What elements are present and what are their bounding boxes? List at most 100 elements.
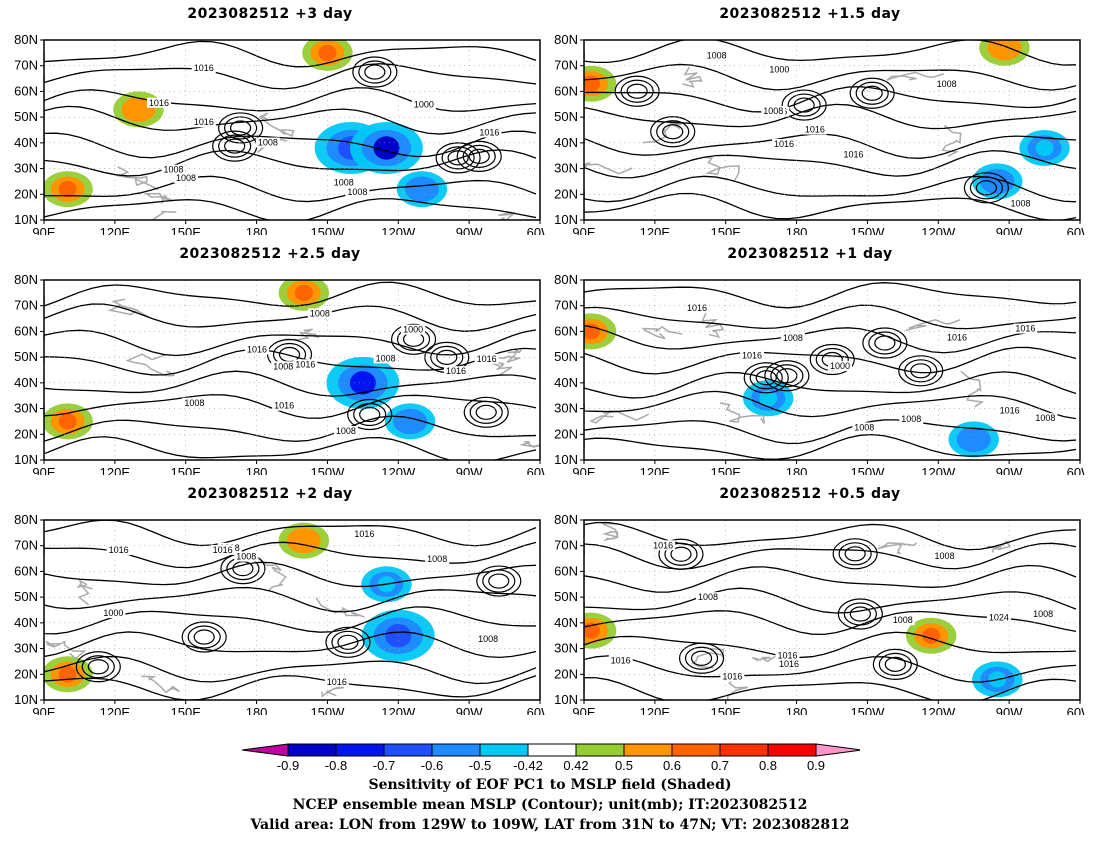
lon-tick-label: 150E (171, 465, 202, 475)
coastline (151, 210, 177, 220)
colorbar-segment (335, 743, 385, 757)
coastline (886, 71, 944, 81)
mslp-closed-contour (781, 89, 827, 121)
mslp-contour (44, 586, 537, 613)
contour-label: 1008 (258, 138, 278, 148)
lon-tick-label: 90E (572, 225, 595, 235)
lon-tick-label: 150W (850, 465, 885, 475)
contour-label: 1016 (779, 659, 799, 669)
lat-tick-label: 60N (554, 83, 578, 98)
mslp-contour (584, 655, 1077, 683)
contour-label: 1016 (722, 672, 742, 682)
lat-tick-label: 20N (554, 186, 578, 201)
mslp-closed-contour (181, 621, 227, 653)
panel-title: 2023082512 +1.5 day (719, 6, 901, 22)
contour-label: 1008 (698, 592, 718, 602)
colorbar-min-arrow (241, 743, 289, 757)
mslp-contour (584, 282, 1077, 309)
mslp-closed-contour (844, 546, 866, 562)
mslp-closed-contour (218, 134, 252, 158)
mslp-closed-contour (963, 172, 1010, 204)
contour-label-bg (255, 137, 280, 148)
sensitivity-region-peak (318, 44, 337, 61)
contour-label-bg (477, 127, 502, 138)
lon-tick-label: 180 (786, 705, 808, 715)
map-plot: 1008 1016 1008 1016 1000 1008 1016 1008 1016 1016… (554, 272, 1085, 475)
lon-tick-label: 180 (786, 465, 808, 475)
coastline (601, 522, 619, 542)
mslp-closed-contour (81, 655, 115, 679)
map-plot: 10081016100010081016101610081016100880N7… (554, 32, 1085, 235)
lat-tick-label: 40N (14, 375, 38, 390)
mslp-closed-contour (482, 569, 516, 593)
contour-label-bg (1013, 323, 1038, 334)
sensitivity-region-peak (58, 666, 77, 683)
lon-tick-label: 90E (32, 705, 55, 715)
contour-label-bg (720, 671, 745, 682)
sensitivity-region-peak (759, 390, 778, 407)
mslp-contour (584, 521, 1077, 551)
mslp-closed-contour (223, 116, 258, 140)
contour-label-bg (608, 655, 633, 666)
contour-label: 1008 (937, 79, 957, 89)
contour-label-bg (106, 545, 131, 556)
lon-tick-label: 120W (921, 465, 956, 475)
sensitivity-region-peak (412, 181, 431, 198)
lon-tick-label: 60W (1067, 465, 1085, 475)
mslp-contour (44, 394, 537, 419)
contour-label: 1016 (1000, 406, 1020, 416)
map-panel: 2023082512 +1 day 1008 1016 1008 1016 1000 100… (540, 240, 1085, 475)
mslp-contour (44, 655, 537, 685)
map-plot: 1008101610081016100810161016100810241016… (554, 512, 1085, 715)
contour-label-bg (293, 359, 318, 370)
mslp-closed-contour (469, 400, 503, 424)
contour-label-bg (740, 350, 765, 361)
mslp-closed-contour (626, 83, 648, 99)
lat-tick-label: 70N (14, 58, 38, 73)
coastline (941, 124, 962, 157)
panel-title: 2023082512 +1 day (727, 246, 893, 262)
lat-tick-label: 80N (14, 272, 38, 287)
sensitivity-region-peak (401, 413, 420, 430)
mslp-closed-contour (456, 140, 502, 172)
mslp-closed-contour (975, 180, 998, 196)
mslp-contour (44, 303, 537, 332)
lon-tick-label: 150E (711, 705, 742, 715)
contour-label: 1008 (1035, 413, 1055, 423)
contour-label: 1008 (854, 422, 874, 432)
contour-label-bg (271, 361, 296, 372)
contour-label-bg (234, 551, 259, 562)
mslp-closed-contour (364, 64, 386, 80)
colorbar-tick-label: 0.9 (807, 758, 825, 773)
mslp-contour (584, 419, 1077, 445)
map-frame (583, 519, 1081, 701)
mslp-closed-contour (837, 598, 883, 630)
mslp-contour (44, 130, 537, 159)
lon-tick-label: 90W (996, 465, 1023, 475)
coastline (141, 675, 180, 694)
lat-tick-label: 50N (14, 589, 38, 604)
mslp-closed-contour (358, 60, 392, 84)
colorbar-tick-label: 0.42 (563, 758, 588, 773)
contour-label-bg (191, 117, 216, 128)
mslp-closed-contour (670, 546, 692, 562)
contour-label: 1000 (103, 608, 123, 618)
contour-label-bg (997, 405, 1022, 416)
mslp-contour (584, 324, 1077, 354)
mslp-closed-contour (749, 366, 783, 390)
lat-tick-label: 20N (14, 666, 38, 681)
mslp-closed-contour (809, 343, 855, 376)
panel-title: 2023082512 +2 day (187, 486, 353, 502)
caption-line-3: Valid area: LON from 129W to 109W, LAT f… (250, 817, 850, 833)
contour-label: 1008 (236, 552, 256, 562)
lon-tick-label: 90E (572, 465, 595, 475)
coastline (960, 370, 985, 408)
lat-tick-label: 10N (14, 452, 38, 467)
lat-tick-label: 10N (554, 452, 578, 467)
coastline (496, 349, 522, 364)
mslp-contour (44, 87, 537, 112)
coastline (488, 356, 513, 376)
contour-label: 1008 (376, 353, 396, 363)
lat-tick-label: 30N (14, 161, 38, 176)
